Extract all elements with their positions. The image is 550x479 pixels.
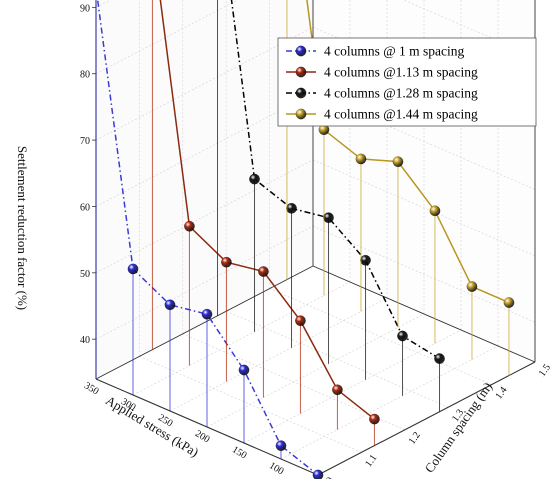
- floor-grid-stress: [243, 329, 462, 444]
- series-1: [95, 0, 324, 479]
- data-point: [183, 220, 195, 232]
- data-point: [201, 308, 213, 320]
- z-tick-label: 90: [80, 3, 90, 14]
- legend-entry: 4 columns @1.28 m spacing: [324, 86, 478, 101]
- stress-tick-label: 150: [230, 444, 249, 461]
- legend-marker: [295, 66, 307, 78]
- series-2: [151, 0, 380, 446]
- spacing-tick-label: 1.5: [537, 362, 550, 379]
- spacing-tick-label: 1.1: [363, 453, 379, 470]
- back-grid-z-right: [312, 159, 536, 257]
- data-point: [434, 353, 445, 365]
- spacing-axis-title: Column spacing (m): [422, 379, 496, 475]
- back-grid-z-left: [95, 225, 314, 340]
- data-point: [286, 202, 297, 214]
- spacing-tick-label: 1.2: [407, 430, 423, 447]
- data-point: [312, 469, 324, 479]
- back-pane-left: [96, 0, 313, 379]
- floor-grid-stress: [169, 297, 388, 412]
- data-point: [397, 330, 408, 342]
- data-point: [238, 364, 250, 376]
- legend-marker: [295, 108, 307, 120]
- stress-tick-label: 350: [82, 380, 101, 397]
- data-point: [429, 205, 441, 217]
- series-4: [286, 0, 515, 376]
- data-point: [360, 254, 371, 266]
- data-point: [392, 156, 404, 168]
- floor-grid-spacing: [139, 356, 362, 453]
- floor-grid-spacing: [269, 288, 492, 385]
- data-point: [257, 266, 269, 277]
- floor-grid-stress: [280, 345, 499, 460]
- series-3: [217, 0, 445, 412]
- legend-marker: [295, 45, 307, 57]
- spacing-axis-line: [317, 361, 536, 476]
- data-series: [95, 0, 515, 479]
- legend-entry: 4 columns @1.13 m spacing: [324, 65, 478, 80]
- data-point: [294, 315, 306, 327]
- floor-grid-stress: [206, 313, 425, 428]
- data-point: [503, 297, 515, 309]
- data-point: [323, 212, 334, 224]
- legend-entry: 4 columns @1.44 m spacing: [324, 107, 478, 122]
- data-point: [368, 413, 380, 425]
- z-tick-label: 70: [80, 136, 90, 147]
- legend-marker: [295, 87, 307, 99]
- legend-entry: 4 columns @ 1 m spacing: [324, 44, 465, 59]
- spacing-tick-label: 1.0: [320, 475, 336, 479]
- back-grid-z-left: [95, 93, 314, 207]
- floor-back-edge: [95, 265, 314, 380]
- data-point: [164, 299, 176, 311]
- stress-tick-label: 100: [267, 460, 286, 477]
- back-grid-z-left: [95, 159, 314, 274]
- stress-axis-title: Applied stress (kPa): [103, 393, 201, 460]
- data-point: [331, 384, 343, 396]
- legend-box: [277, 37, 537, 127]
- data-point: [220, 256, 232, 268]
- data-point: [249, 173, 260, 185]
- stress-tick-label: 50: [306, 478, 320, 479]
- spacing-tick-label: 1.4: [493, 385, 509, 402]
- floor-right-edge: [312, 265, 536, 363]
- z-tick-label: 80: [80, 70, 90, 81]
- legend: 4 columns @ 1 m spacing 4 columns @1.13 m…: [277, 37, 537, 127]
- back-grid-z-left: [95, 0, 239, 75]
- data-point: [466, 281, 478, 293]
- data-point: [127, 263, 139, 275]
- floor-grid-stress: [132, 281, 351, 396]
- z-tick-label: 60: [80, 202, 90, 213]
- back-grid-z-left: [95, 26, 314, 141]
- z-axis-title: Settlement reduction factor (%): [15, 146, 30, 310]
- data-point: [275, 440, 287, 452]
- z-tick-label: 40: [80, 335, 90, 346]
- z-tick-label: 50: [80, 269, 90, 280]
- data-point: [355, 153, 367, 165]
